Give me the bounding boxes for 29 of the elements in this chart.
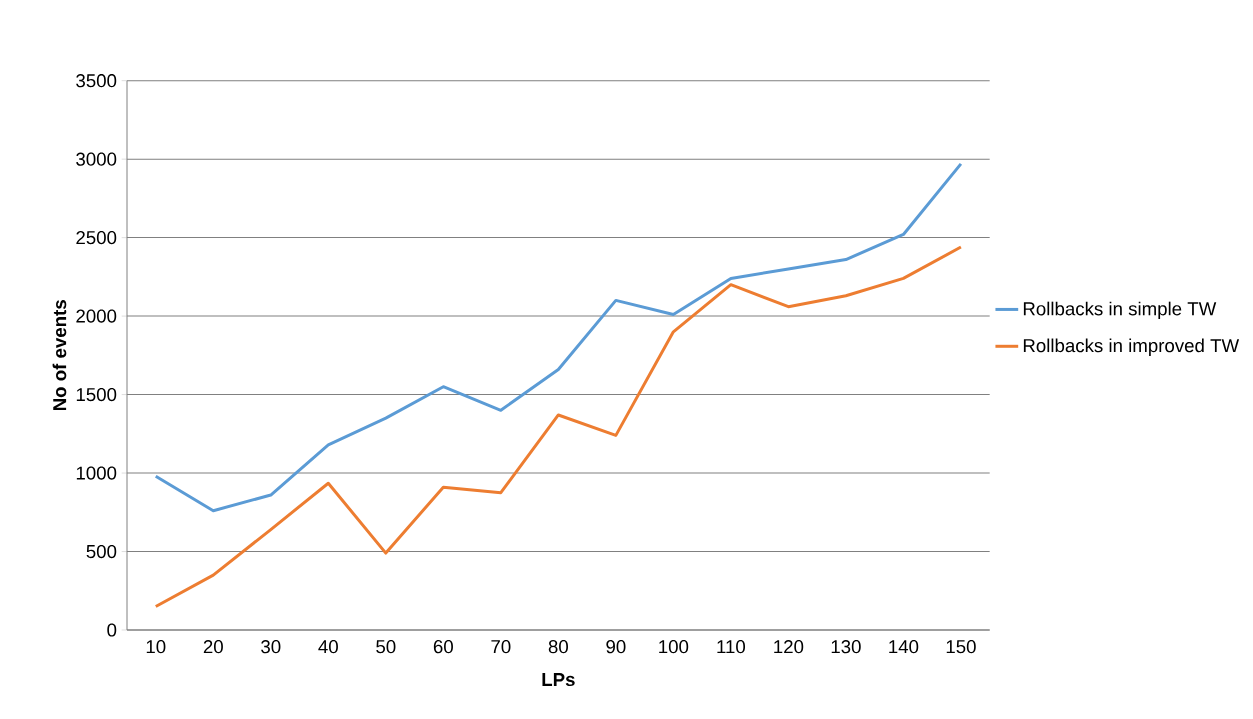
x-tick-label: 90 — [606, 640, 626, 654]
line-series — [154, 162, 963, 513]
x-tick-label: 70 — [491, 640, 511, 654]
x-tick-label: 120 — [774, 640, 804, 654]
x-tick-label: 100 — [659, 640, 689, 654]
x-tick-label: 110 — [717, 640, 746, 654]
x-tick-label: 150 — [946, 640, 976, 654]
y-tick-label: 500 — [86, 544, 117, 559]
x-tick-label: 140 — [889, 640, 919, 654]
x-tick-label: 20 — [203, 640, 223, 654]
y-tick-label: 3500 — [76, 74, 117, 88]
line-series — [154, 245, 963, 608]
y-tick-label: 0 — [107, 623, 117, 637]
x-tick-label: 10 — [146, 640, 166, 654]
y-axis-title: No of events — [52, 300, 67, 411]
y-tick-label: 1000 — [76, 466, 117, 480]
y-tick-label: 3000 — [76, 152, 117, 166]
y-tick-label: 1500 — [76, 387, 117, 402]
x-tick-label: 40 — [318, 640, 338, 654]
x-tick-label: 50 — [376, 640, 396, 654]
legend-label: Rollbacks in simple TW — [1023, 301, 1217, 320]
x-tick-label: 60 — [433, 640, 453, 654]
x-tick-label: 80 — [548, 640, 568, 654]
legend-label: Rollbacks in improved TW — [1023, 338, 1240, 356]
x-axis-title: LPs — [542, 673, 575, 687]
x-tick-label: 130 — [831, 640, 861, 654]
y-tick-label: 2500 — [76, 231, 117, 245]
y-tick-label: 2000 — [76, 309, 117, 323]
x-tick-label: 30 — [261, 640, 281, 654]
